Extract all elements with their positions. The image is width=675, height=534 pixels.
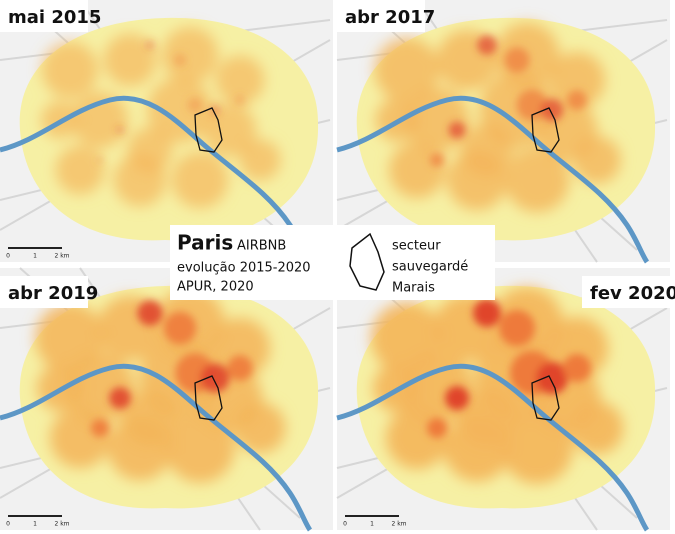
heat-core-blob bbox=[227, 355, 253, 381]
scale-label: 1 bbox=[33, 521, 37, 528]
heat-core bbox=[96, 40, 245, 164]
heat-blob bbox=[35, 303, 105, 373]
heat-core-blob bbox=[200, 363, 230, 393]
marais-outline bbox=[194, 375, 223, 421]
heat-blob bbox=[461, 124, 513, 176]
heat-core-blob bbox=[563, 354, 591, 382]
legend-line: APUR, 2020 bbox=[177, 280, 254, 295]
heat-core-blob bbox=[516, 89, 548, 121]
heat-core-blob bbox=[473, 299, 501, 327]
heat-blob bbox=[501, 412, 573, 484]
legend-box bbox=[170, 225, 495, 300]
legend-subtitle: AIRBNB bbox=[237, 239, 286, 254]
heat-blob bbox=[504, 147, 570, 213]
scale-label: 0 bbox=[6, 521, 10, 528]
heat-blob bbox=[458, 389, 516, 447]
heat-core-blob bbox=[445, 386, 469, 410]
seine-river bbox=[0, 363, 313, 532]
legend-title: Paris bbox=[177, 231, 233, 255]
scale-label: 2 km bbox=[54, 521, 69, 528]
scale-label: 2 km bbox=[54, 253, 69, 260]
heat-layer bbox=[41, 26, 281, 209]
heat-core-blob bbox=[163, 311, 197, 345]
heat-core-blob bbox=[540, 98, 564, 122]
heat-blob bbox=[147, 77, 213, 143]
panel-label-box bbox=[337, 0, 425, 32]
scale-label: 0 bbox=[6, 253, 10, 260]
heat-core bbox=[427, 299, 591, 438]
heat-core-blob bbox=[499, 310, 535, 346]
panel-label: mai 2015 bbox=[8, 7, 101, 28]
marais-outline bbox=[194, 107, 223, 153]
heat-core-blob bbox=[430, 153, 444, 167]
scale-label: 0 bbox=[343, 521, 347, 528]
heat-core-blob bbox=[477, 35, 497, 55]
scale-label: 1 bbox=[33, 253, 37, 260]
heat-core-blob bbox=[173, 53, 187, 67]
heat-blob bbox=[385, 406, 449, 470]
map-panel: abr 2019 0 1 2 km bbox=[0, 267, 333, 532]
panel-label-box bbox=[0, 0, 88, 32]
heat-blob bbox=[573, 136, 621, 184]
heat-core-blob bbox=[567, 90, 587, 110]
heat-blob bbox=[165, 413, 235, 483]
scale-label: 2 km bbox=[391, 521, 406, 528]
marais-label: sauvegardé bbox=[392, 260, 468, 275]
marais-label: secteur bbox=[392, 239, 441, 254]
scale-label: 1 bbox=[370, 521, 374, 528]
heat-core-blob bbox=[448, 121, 466, 139]
seine-river bbox=[336, 95, 650, 264]
heat-blob bbox=[41, 41, 99, 99]
heat-blob bbox=[545, 316, 609, 380]
marais-label: Marais bbox=[392, 281, 435, 296]
heat-core-blob bbox=[145, 40, 155, 50]
map-panel: mai 2015 0 1 2 km bbox=[0, 0, 333, 264]
legend-line: evolução 2015-2020 bbox=[177, 261, 311, 276]
heat-blob bbox=[388, 141, 446, 199]
heat-core-blob bbox=[427, 418, 447, 438]
heat-blob bbox=[234, 402, 286, 454]
panel-label-box bbox=[582, 276, 670, 308]
seine-river bbox=[336, 363, 650, 532]
marais-outline bbox=[531, 375, 560, 421]
heat-blob bbox=[55, 145, 105, 195]
heat-blob bbox=[171, 151, 229, 209]
heat-blob bbox=[127, 127, 173, 173]
panel-label: fev 2020 bbox=[590, 283, 675, 304]
panel-label: abr 2017 bbox=[345, 7, 435, 28]
heat-blob bbox=[49, 407, 111, 469]
heat-core-blob bbox=[96, 156, 104, 164]
heat-blob bbox=[209, 317, 271, 379]
heat-core-blob bbox=[115, 125, 125, 135]
heat-blob bbox=[239, 139, 281, 181]
heat-core bbox=[430, 35, 587, 167]
heat-blob bbox=[215, 55, 265, 105]
heat-blob bbox=[122, 390, 178, 446]
map-panel: abr 2017012 km bbox=[336, 0, 670, 264]
heat-layer bbox=[371, 287, 624, 484]
map-panel: fev 2020 0 1 2 km bbox=[336, 267, 675, 532]
panel-label: abr 2019 bbox=[8, 283, 98, 304]
heat-core-blob bbox=[187, 97, 203, 113]
heat-blob bbox=[570, 401, 624, 455]
heat-core-blob bbox=[209, 104, 221, 116]
legend: Paris AIRBNB evolução 2015-2020 APUR, 2020 s… bbox=[170, 225, 495, 300]
heat-core-blob bbox=[536, 362, 568, 394]
heat-core-blob bbox=[91, 419, 109, 437]
heat-blob bbox=[161, 26, 219, 84]
heat-core-blob bbox=[235, 95, 245, 105]
heat-core bbox=[91, 300, 253, 437]
heat-blob bbox=[548, 51, 606, 109]
heat-core-blob bbox=[504, 47, 530, 73]
heat-core-blob bbox=[137, 300, 163, 326]
heat-blob bbox=[374, 37, 440, 103]
heat-blob bbox=[103, 33, 157, 87]
heat-core-blob bbox=[109, 387, 131, 409]
marais-outline bbox=[531, 107, 560, 153]
panel-label-box bbox=[0, 276, 88, 308]
marais-icon bbox=[349, 232, 385, 291]
